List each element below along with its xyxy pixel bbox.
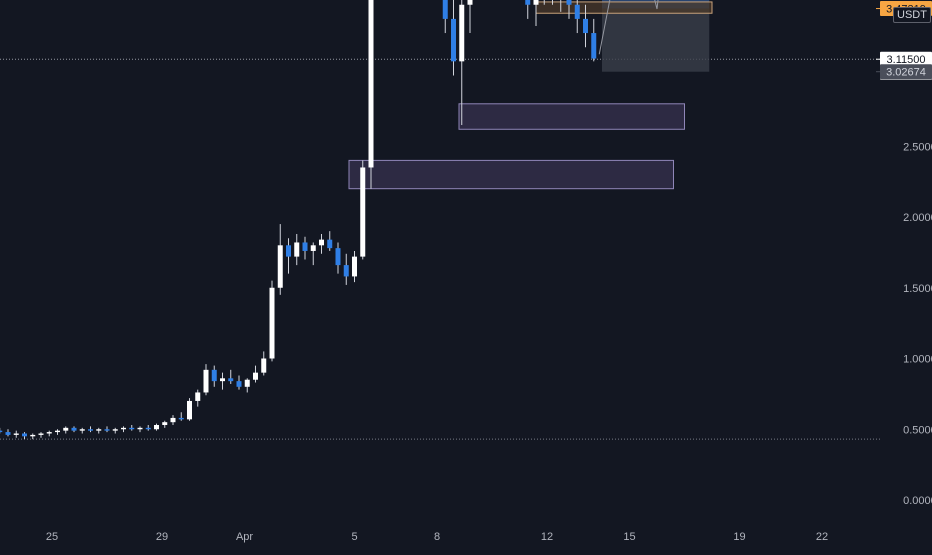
candle-body	[591, 33, 597, 59]
demand-zone-lower	[348, 159, 674, 190]
time-tick-label: 8	[434, 531, 440, 543]
candle-body	[203, 369, 209, 393]
price-tick-label: 2.00000	[903, 212, 932, 224]
candle-body	[319, 239, 324, 246]
candle-body	[277, 245, 283, 288]
last-price-tag-value: 3.11500	[887, 54, 926, 66]
candle-body	[30, 434, 36, 437]
candle-body	[79, 429, 85, 431]
candle-body	[467, 0, 473, 5]
candle-body	[228, 378, 234, 382]
candle-body	[286, 245, 291, 257]
candle-body	[0, 430, 3, 433]
stop-price-tag-bg	[880, 64, 932, 80]
time-tick-label: 12	[541, 531, 553, 543]
price-tick-label: 0.50000	[903, 424, 932, 436]
candle-body	[63, 427, 69, 431]
candle-body	[137, 427, 143, 430]
candle-body	[360, 167, 366, 257]
candle-body	[178, 417, 184, 420]
candle-body	[88, 429, 93, 431]
candle-body	[368, 0, 374, 168]
price-tick-label: 1.50000	[903, 283, 932, 295]
candle-body	[442, 0, 448, 19]
candle-body	[55, 430, 60, 433]
candle-body	[244, 379, 250, 387]
candle-body	[253, 372, 258, 380]
time-axis[interactable]: 25 29 Apr 5 8 12 15 19 22	[46, 531, 828, 543]
time-tick-label: 19	[733, 531, 745, 543]
candle-body	[145, 427, 151, 430]
candle-body	[343, 265, 349, 277]
candle-body	[154, 425, 159, 430]
candle-body	[121, 427, 126, 430]
time-tick-label: Apr	[236, 531, 253, 543]
entry-zone	[535, 1, 713, 14]
candle-body	[236, 381, 242, 387]
stop-price-tag-value: 3.02674	[886, 67, 926, 79]
time-tick-label: 15	[623, 531, 635, 543]
candle-body	[352, 256, 357, 277]
price-axis[interactable]: 0.00000 0.50000 1.00000 1.50000 2.00000 2.500…	[903, 0, 932, 507]
candle-body	[129, 427, 135, 430]
time-tick-label: 5	[351, 531, 357, 543]
candle-body	[22, 433, 27, 437]
demand-zone-upper	[458, 103, 685, 130]
time-tick-label: 25	[46, 531, 58, 543]
candle-body	[104, 429, 110, 431]
candle-body	[112, 429, 118, 431]
candle-body	[162, 422, 168, 426]
candle-body	[71, 427, 77, 431]
candles	[0, 0, 597, 440]
candle-body	[187, 400, 192, 420]
currency-label[interactable]: USDT	[893, 7, 931, 23]
candle-body	[451, 18, 456, 62]
candle-body	[574, 4, 580, 19]
candle-body	[525, 0, 531, 5]
candle-body	[261, 358, 267, 373]
candle-body	[294, 242, 300, 257]
candle-body	[13, 433, 19, 435]
candle-body	[5, 432, 11, 435]
price-tick-label: 1.00000	[903, 354, 932, 366]
candle-body	[195, 392, 201, 401]
candle-body	[583, 18, 588, 34]
candle-body	[170, 417, 176, 423]
price-tick-label: 0.00000	[903, 495, 932, 507]
candle-body	[211, 369, 217, 382]
candle-body	[269, 287, 275, 359]
time-tick-label: 22	[816, 531, 828, 543]
candle-body	[38, 433, 44, 435]
price-tick-label: 2.50000	[903, 141, 932, 153]
candle-body	[46, 432, 52, 434]
candle-body	[220, 378, 225, 382]
candle-body	[302, 242, 308, 251]
candle-body	[533, 0, 539, 5]
time-tick-label: 29	[156, 531, 168, 543]
candle-body	[327, 239, 333, 249]
candle-body	[310, 245, 316, 251]
candle-body	[459, 4, 465, 62]
loss-zone	[602, 8, 710, 72]
candle-body	[566, 0, 572, 5]
candle-body	[335, 248, 341, 266]
candle-body	[96, 429, 102, 431]
